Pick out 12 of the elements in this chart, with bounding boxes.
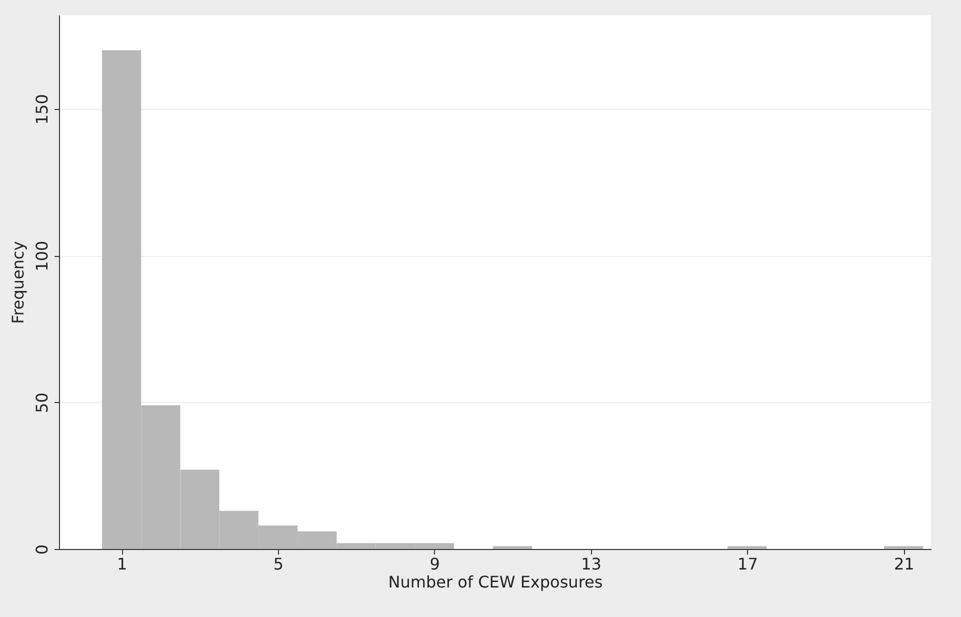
x-axis-title: Number of CEW Exposures <box>388 572 603 592</box>
x-tick-label: 17 <box>738 554 758 574</box>
x-tick-label: 9 <box>430 554 440 574</box>
y-tick-label: 0 <box>32 544 52 555</box>
y-tick-label: 100 <box>32 240 52 272</box>
y-tick-label: 150 <box>32 94 52 125</box>
x-tick-label: 21 <box>894 554 914 574</box>
x-tick-label: 5 <box>273 554 284 574</box>
x-tick-label: 13 <box>581 554 602 574</box>
x-tick-label: 1 <box>116 554 128 574</box>
y-axis-title: Frequency <box>8 241 28 324</box>
y-tick-label: 50 <box>32 392 52 413</box>
